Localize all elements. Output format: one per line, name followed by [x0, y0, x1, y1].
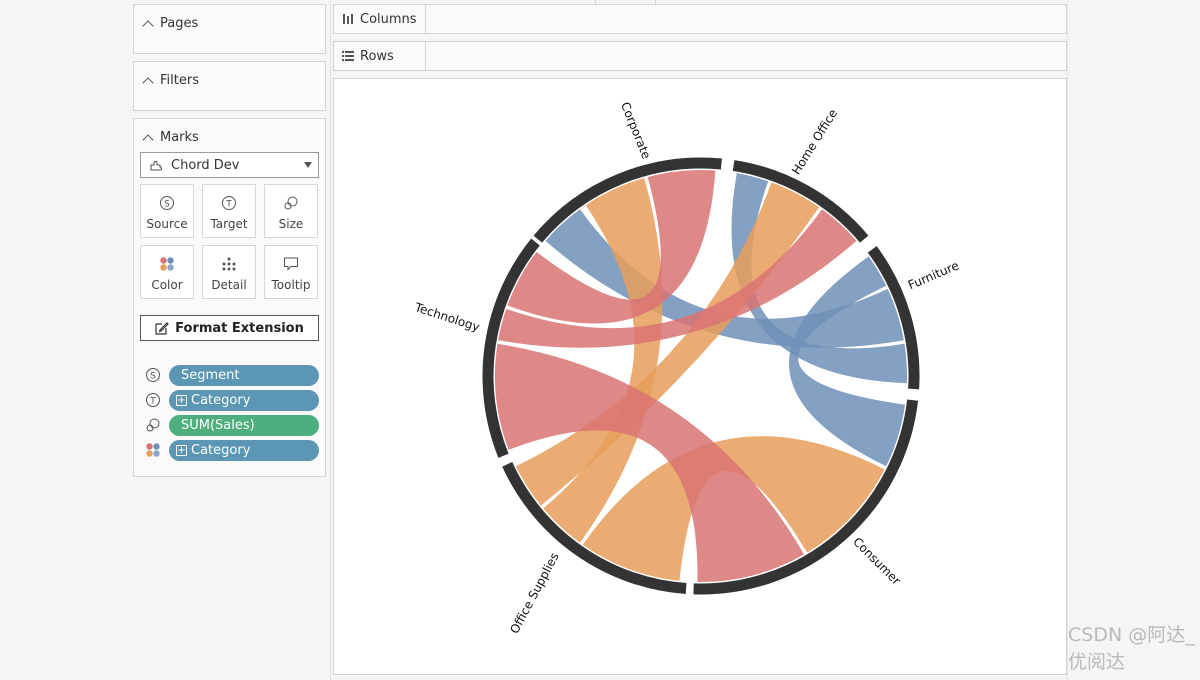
marks-header[interactable]: Marks: [142, 130, 199, 146]
node-label: Home Office: [789, 107, 840, 177]
watermark: CSDN @阿达_优阅达: [1068, 624, 1195, 673]
encoding-color-row: + Category: [144, 439, 319, 461]
node-arc[interactable]: [502, 462, 687, 594]
right-panel: CSDN @阿达_优阅达: [1067, 0, 1200, 680]
target-button[interactable]: T Target: [202, 184, 256, 238]
color-icon: [160, 257, 174, 271]
svg-text:T: T: [225, 200, 232, 210]
svg-text:S: S: [164, 200, 170, 210]
chevron-up-icon: [142, 133, 154, 146]
columns-title: Columns: [360, 11, 417, 27]
expand-plus-icon[interactable]: +: [176, 444, 187, 456]
filters-title: Filters: [160, 73, 199, 88]
node-arc[interactable]: [693, 399, 919, 595]
source-icon: S: [144, 366, 162, 384]
mark-type-label: Chord Dev: [171, 157, 240, 173]
chord-ribbon[interactable]: [507, 169, 716, 324]
rows-title: Rows: [360, 48, 394, 64]
size-icon: [284, 196, 298, 210]
mark-type-dropdown[interactable]: Chord Dev: [140, 152, 319, 178]
columns-shelf[interactable]: Columns: [333, 4, 1067, 34]
edit-icon: [155, 322, 170, 335]
size-icon: [144, 416, 162, 434]
filters-header[interactable]: Filters: [142, 73, 199, 89]
columns-shelf-label: Columns: [334, 5, 426, 33]
category-pill-color[interactable]: + Category: [169, 439, 319, 461]
size-label: Size: [278, 217, 304, 231]
svg-text:T: T: [149, 397, 156, 407]
caret-down-icon: [304, 162, 312, 168]
node-label: Corporate: [618, 100, 653, 161]
encoding-size-row: SUM(Sales): [144, 414, 319, 436]
node-arc[interactable]: [482, 238, 540, 458]
detail-label: Detail: [211, 278, 247, 292]
pages-card: Pages: [133, 4, 326, 54]
sum-sales-pill[interactable]: SUM(Sales): [169, 414, 319, 436]
chord-ribbon[interactable]: [498, 209, 857, 348]
svg-text:S: S: [150, 372, 156, 382]
tooltip-button[interactable]: Tooltip: [264, 245, 318, 299]
format-extension-label: Format Extension: [175, 320, 304, 336]
chord-ribbon[interactable]: [494, 343, 804, 583]
node-label: Consumer: [850, 535, 903, 588]
source-label: Source: [146, 217, 188, 231]
node-label: Technology: [412, 300, 481, 334]
segment-pill[interactable]: Segment: [169, 364, 319, 386]
target-label: Target: [210, 217, 248, 231]
source-icon: S: [160, 196, 174, 210]
filters-card: Filters: [133, 61, 326, 111]
tooltip-icon: [284, 257, 298, 271]
detail-icon: [222, 257, 236, 271]
category-pill-target[interactable]: + Category: [169, 389, 319, 411]
detail-button[interactable]: Detail: [202, 245, 256, 299]
columns-icon: [343, 14, 353, 24]
format-extension-button[interactable]: Format Extension: [140, 315, 319, 341]
node-arc[interactable]: [867, 246, 920, 390]
size-button[interactable]: Size: [264, 184, 318, 238]
rows-shelf-label: Rows: [334, 42, 426, 70]
sidebar: Pages Filters Marks Chord Dev S Source T…: [128, 0, 331, 680]
chord-chart-view[interactable]: Corporate Home Office Consumer Furniture Off…: [333, 78, 1067, 675]
target-icon: T: [144, 391, 162, 409]
chord-ribbon[interactable]: [731, 173, 908, 384]
encoding-target-row: T + Category: [144, 389, 319, 411]
chord-ribbon[interactable]: [582, 436, 885, 581]
expand-plus-icon[interactable]: +: [176, 394, 187, 406]
marks-card: Marks Chord Dev S Source T Target Size C…: [133, 118, 326, 477]
rows-shelf[interactable]: Rows: [333, 41, 1067, 71]
node-arc[interactable]: [533, 157, 722, 243]
chord-ribbon[interactable]: [789, 256, 905, 467]
chevron-up-icon: [142, 76, 154, 89]
chord-ribbon[interactable]: [543, 178, 663, 543]
encoding-source-row: S Segment: [144, 364, 319, 386]
source-button[interactable]: S Source: [140, 184, 194, 238]
chord-chart: Corporate Home Office Consumer Furniture Off…: [412, 100, 961, 636]
pages-header[interactable]: Pages: [142, 16, 199, 32]
color-icon: [144, 441, 162, 459]
node-label: Furniture: [906, 258, 961, 292]
target-icon: T: [222, 196, 236, 210]
extension-icon: [150, 161, 162, 171]
node-label: Office Supplies: [507, 550, 561, 636]
color-button[interactable]: Color: [140, 245, 194, 299]
chevron-up-icon: [142, 19, 154, 32]
rows-icon: [342, 51, 354, 61]
tooltip-label: Tooltip: [271, 278, 311, 292]
marks-title: Marks: [160, 130, 199, 145]
node-arc[interactable]: [732, 160, 869, 243]
pages-title: Pages: [160, 16, 199, 31]
color-label: Color: [151, 278, 183, 292]
